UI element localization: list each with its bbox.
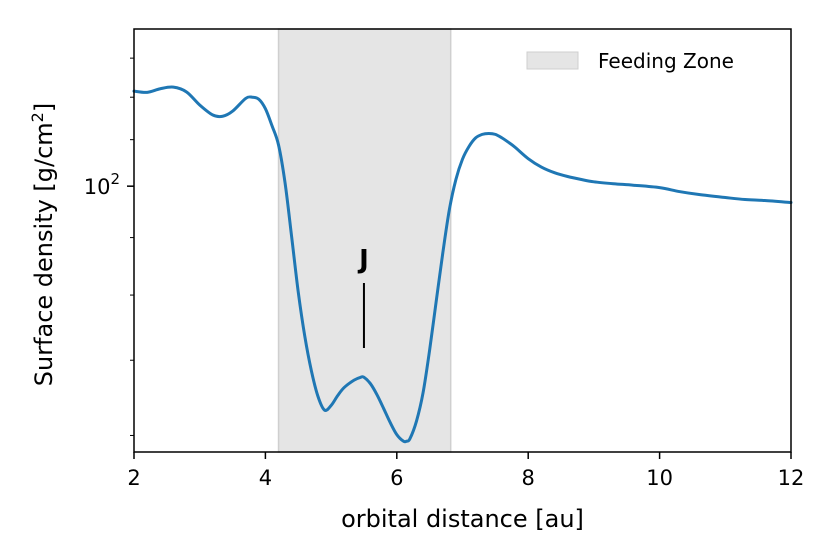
- x-tick-label: 6: [390, 466, 403, 490]
- y-axis-label-main: Surface density [g/cm: [30, 122, 58, 386]
- x-tick-label: 12: [778, 466, 805, 490]
- x-axis-label: orbital distance [au]: [341, 505, 584, 533]
- legend-swatch-feeding-zone: [526, 51, 579, 70]
- x-tick-label: 8: [522, 466, 535, 490]
- y-axis-label: Surface density [g/cm2]: [28, 103, 58, 387]
- annotation-label-j: J: [357, 245, 369, 275]
- y-tick-label-base: 10: [84, 175, 111, 199]
- feeding-zone-band: [277, 28, 452, 453]
- y-tick-label-exponent: 2: [110, 170, 120, 188]
- y-axis-ticks: 102: [84, 57, 134, 436]
- plot-frame: [133, 28, 792, 453]
- y-axis-label-end: ]: [30, 103, 58, 112]
- x-tick-label: 4: [259, 466, 272, 490]
- y-tick-label: 102: [84, 170, 120, 199]
- x-axis-ticks: 2 4 6 8 10 12: [127, 452, 804, 490]
- legend: Feeding Zone: [526, 49, 734, 73]
- x-tick-label: 2: [127, 466, 140, 490]
- surface-density-line: [132, 85, 793, 444]
- x-tick-label: 10: [646, 466, 673, 490]
- legend-label-feeding-zone: Feeding Zone: [598, 49, 734, 73]
- y-axis-label-superscript: 2: [28, 112, 47, 122]
